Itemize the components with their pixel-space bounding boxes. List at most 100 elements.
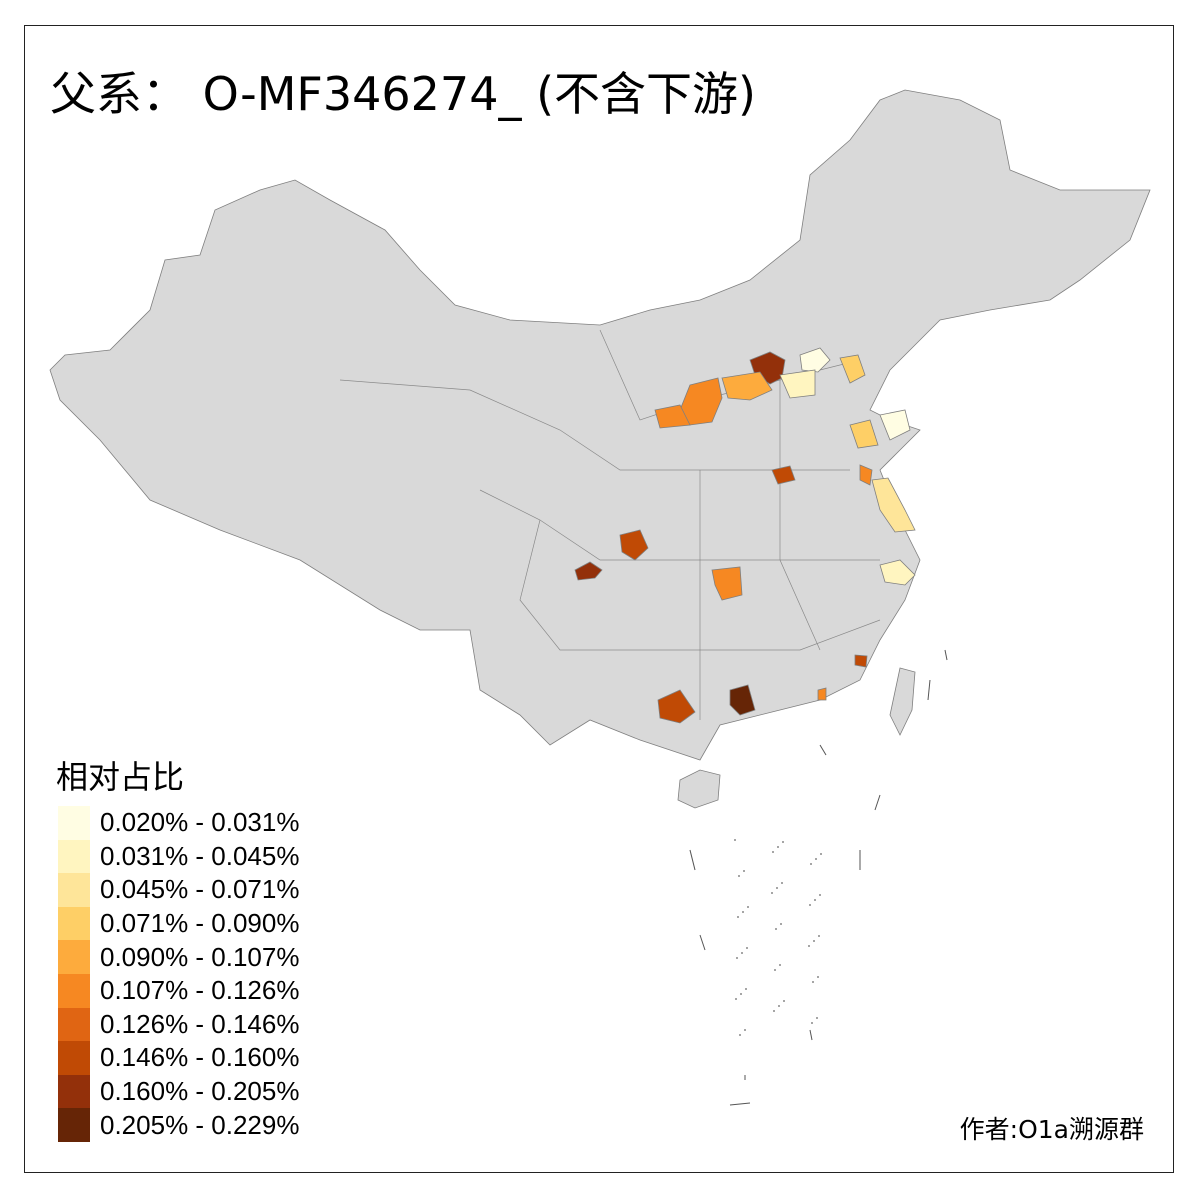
- legend: 0.020% - 0.031% 0.031% - 0.045% 0.045% - 0…: [58, 806, 299, 1142]
- island-dot: [812, 981, 814, 983]
- island-dot: [813, 940, 815, 942]
- south-sea-islands: [689, 649, 948, 1106]
- highlighted-region: [619, 529, 649, 561]
- island-dot: [776, 887, 778, 889]
- highlighted-region: [859, 464, 873, 486]
- island-dot: [811, 1022, 813, 1024]
- island-mark: [809, 1029, 813, 1041]
- legend-item: 0.107% - 0.126%: [58, 973, 299, 1008]
- legend-item: 0.031% - 0.045%: [58, 839, 300, 874]
- legend-item: 0.045% - 0.071%: [58, 873, 299, 907]
- island-dot: [736, 957, 738, 959]
- island-dot: [740, 993, 742, 995]
- island-dot: [815, 858, 817, 860]
- legend-item: 0.020% - 0.031%: [58, 806, 299, 840]
- island-dot: [772, 851, 774, 853]
- legend-swatch: [58, 839, 90, 874]
- legend-label: 0.031% - 0.045%: [100, 840, 300, 871]
- legend-item: 0.160% - 0.205%: [58, 1074, 299, 1109]
- legend-label: 0.020% - 0.031%: [100, 807, 300, 838]
- province-border: [519, 519, 881, 651]
- island-dot: [780, 923, 782, 925]
- legend-item: 0.071% - 0.090%: [58, 906, 300, 941]
- island-dot: [735, 998, 737, 1000]
- highlighted-region: [721, 371, 773, 401]
- legend-swatch: [58, 940, 90, 974]
- island-mark: [874, 794, 881, 811]
- map-base-layer: [49, 89, 1151, 809]
- legend-label: 0.126% - 0.146%: [100, 1008, 300, 1039]
- island-dot: [820, 853, 822, 855]
- island-dot: [818, 935, 820, 937]
- island-dot: [743, 870, 745, 872]
- highlighted-region: [657, 689, 696, 724]
- legend-label: 0.146% - 0.160%: [100, 1042, 300, 1073]
- island-dot: [777, 846, 779, 848]
- island-dot: [819, 894, 821, 896]
- legend-swatch: [58, 1108, 90, 1142]
- island-mark: [944, 649, 948, 661]
- island-dot: [739, 1034, 741, 1036]
- legend-swatch: [58, 973, 90, 1008]
- legend-label: 0.045% - 0.071%: [100, 874, 300, 905]
- legend-item: 0.126% - 0.146%: [58, 1007, 300, 1042]
- legend-item: 0.090% - 0.107%: [58, 940, 299, 974]
- highlighted-region: [849, 419, 879, 449]
- island-dot: [783, 1000, 785, 1002]
- island-dot: [774, 969, 776, 971]
- island-dot: [781, 882, 783, 884]
- highlighted-region: [574, 561, 603, 581]
- highlighted-region: [854, 654, 868, 668]
- island-dot: [738, 875, 740, 877]
- island-dot: [742, 911, 744, 913]
- island-mark: [819, 744, 827, 756]
- island-dot: [773, 1010, 775, 1012]
- legend-label: 0.090% - 0.107%: [100, 941, 300, 972]
- author-credit: 作者:O1a溯源群: [959, 1115, 1144, 1144]
- legend-label: 0.205% - 0.229%: [100, 1109, 300, 1140]
- island-mark: [689, 849, 696, 871]
- island-dot: [810, 863, 812, 865]
- legend-swatch: [58, 1041, 90, 1075]
- island-dot: [814, 899, 816, 901]
- highlighted-region: [799, 347, 831, 373]
- island-dot: [778, 1005, 780, 1007]
- legend-swatch: [58, 873, 90, 907]
- highlighted-regions-layer: [574, 347, 916, 724]
- island-dot: [817, 976, 819, 978]
- highlighted-region: [871, 477, 916, 533]
- island-dot: [808, 945, 810, 947]
- island-mark: [927, 679, 931, 701]
- legend-label: 0.071% - 0.090%: [100, 908, 300, 939]
- island-dot: [741, 952, 743, 954]
- legend-swatch: [58, 906, 90, 941]
- legend-item: 0.146% - 0.160%: [58, 1041, 299, 1075]
- highlighted-region: [711, 566, 743, 601]
- highlighted-region: [771, 465, 796, 485]
- highlighted-region: [879, 559, 916, 586]
- island-mark: [729, 1102, 751, 1106]
- plot-border: [24, 25, 1174, 1173]
- province-border: [779, 380, 821, 651]
- island-dot: [744, 1029, 746, 1031]
- highlighted-region: [654, 404, 691, 429]
- hainan: [677, 769, 721, 809]
- island-dot: [734, 839, 736, 841]
- island-dot: [737, 916, 739, 918]
- highlighted-region: [879, 409, 911, 441]
- island-dot: [809, 904, 811, 906]
- island-dot: [816, 1017, 818, 1019]
- island-dot: [747, 906, 749, 908]
- island-dot: [745, 988, 747, 990]
- legend-swatch: [58, 1007, 90, 1042]
- highlighted-region: [839, 354, 866, 384]
- legend-swatch: [58, 1074, 90, 1109]
- legend-swatch: [58, 806, 90, 840]
- island-dot: [782, 841, 784, 843]
- highlighted-region: [779, 369, 816, 399]
- island-dot: [775, 928, 777, 930]
- map-title: 父系： O-MF346274_ (不含下游): [50, 67, 756, 121]
- island-mark: [699, 934, 706, 951]
